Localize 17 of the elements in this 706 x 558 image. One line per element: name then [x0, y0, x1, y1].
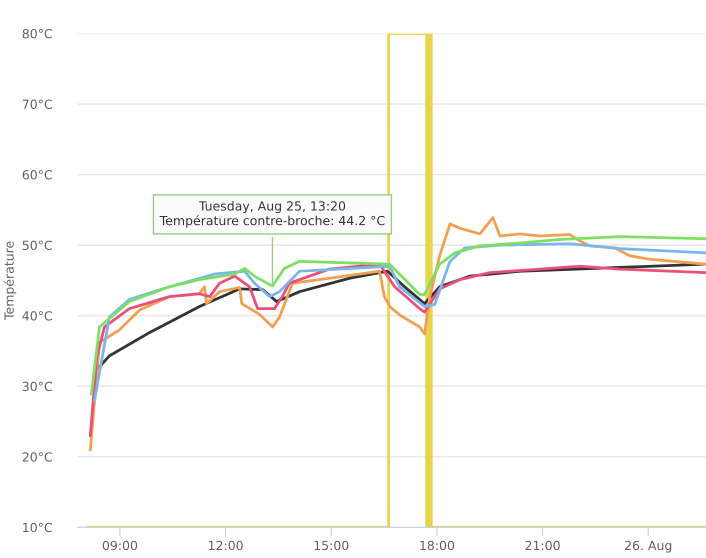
y-tick-label: 10°C — [23, 522, 52, 532]
y-tick-label: 60°C — [22, 170, 52, 180]
x-tick-label: 09:00 — [102, 540, 138, 550]
x-tick-label: 15:00 — [314, 540, 348, 550]
x-tick-label: 12:00 — [208, 540, 243, 550]
y-tick-label: 40°C — [22, 311, 52, 321]
y-tick-label: 30°C — [22, 382, 52, 392]
y-axis-title: Température — [4, 241, 16, 320]
y-tick-label: 80°C — [22, 28, 52, 38]
x-tick-label: 18:00 — [420, 540, 454, 550]
y-tick-label: 20°C — [22, 452, 52, 462]
x-tick-label: 21:00 — [525, 540, 560, 550]
x-tick-label: 26. Aug — [625, 540, 672, 553]
annotation: Tuesday, Aug 25, 13:20 Température contre-broche: 44.2 °C — [160, 201, 384, 228]
y-tick-label: 70°C — [22, 100, 52, 109]
line-series — [88, 262, 706, 437]
y-tick-label: 50°C — [22, 240, 52, 250]
